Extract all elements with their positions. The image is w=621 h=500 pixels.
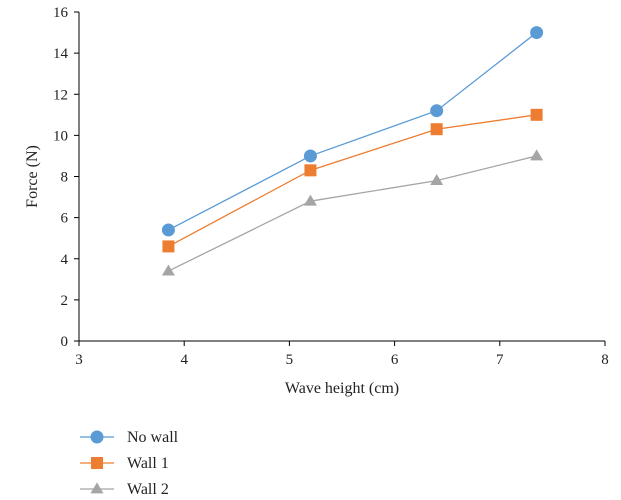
legend-marker-no-wall (90, 430, 104, 444)
y-tick-label: 16 (53, 5, 69, 21)
series-line-no-wall (168, 32, 538, 231)
x-tick-label: 4 (180, 352, 188, 368)
data-point-no-wall (430, 104, 444, 118)
data-series (161, 26, 544, 276)
x-axis-ticks: 3 4 5 6 7 8 (75, 341, 609, 368)
data-point-wall-1 (430, 123, 443, 136)
y-tick-label: 14 (53, 46, 69, 62)
legend-marker-wall-2 (90, 482, 104, 494)
series-wall-2 (161, 149, 544, 276)
x-tick-label: 5 (286, 352, 294, 368)
data-point-wall-2 (530, 149, 544, 161)
series-line-wall-1 (168, 114, 537, 247)
axes (78, 12, 605, 342)
data-point-no-wall (530, 26, 544, 40)
x-tick-label: 8 (601, 352, 609, 368)
legend: No wall Wall 1 Wall 2 (80, 429, 179, 498)
y-tick-label: 0 (61, 334, 69, 350)
data-point-wall-1 (530, 108, 543, 121)
legend-label-wall-1: Wall 1 (127, 455, 169, 472)
y-tick-label: 10 (53, 128, 68, 144)
data-point-wall-2 (303, 194, 317, 206)
data-point-no-wall (303, 149, 317, 163)
legend-item-wall-1: Wall 1 (80, 455, 169, 472)
series-wall-1 (162, 108, 543, 253)
legend-item-wall-2: Wall 2 (80, 481, 169, 498)
data-point-wall-2 (161, 264, 175, 276)
data-point-no-wall (161, 223, 175, 237)
y-tick-label: 4 (61, 252, 69, 268)
legend-label-wall-2: Wall 2 (127, 481, 169, 498)
y-tick-label: 8 (61, 170, 69, 186)
legend-label-no-wall: No wall (127, 429, 179, 446)
x-tick-label: 7 (496, 352, 504, 368)
series-line-wall-2 (168, 155, 537, 272)
y-axis-title: Force (N) (24, 145, 41, 208)
data-point-wall-1 (162, 240, 175, 253)
series-no-wall (161, 26, 544, 237)
legend-item-no-wall: No wall (80, 429, 179, 446)
data-point-wall-2 (430, 174, 444, 186)
legend-marker-wall-1 (91, 457, 103, 469)
y-tick-label: 12 (53, 87, 68, 103)
y-axis-ticks: 0 2 4 6 8 10 12 14 16 (53, 5, 79, 350)
y-tick-label: 2 (61, 293, 69, 309)
x-tick-label: 3 (75, 352, 83, 368)
x-tick-label: 6 (391, 352, 399, 368)
y-tick-label: 6 (61, 211, 69, 227)
data-point-wall-1 (304, 164, 317, 177)
x-axis-title: Wave height (cm) (285, 380, 399, 397)
